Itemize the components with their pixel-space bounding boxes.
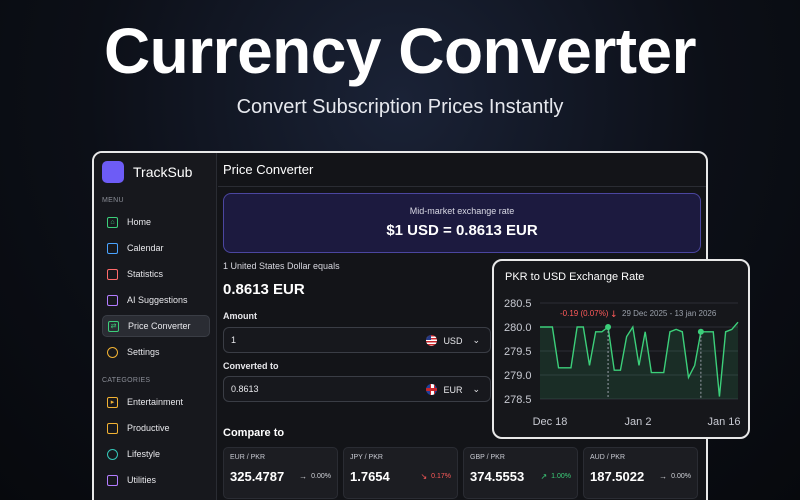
home-icon: ⌂ [107, 216, 118, 228]
rate-card: Mid-market exchange rate $1 USD = 0.8613… [223, 193, 701, 253]
amount-currency-select[interactable]: USD ⌄ [426, 335, 480, 346]
hero-title: Currency Converter [103, 15, 697, 87]
rate-label: Mid-market exchange rate [409, 206, 515, 216]
hero-subtitle: Convert Subscription Prices Instantly [236, 96, 564, 118]
equals-label: 1 United States Dollar equals [223, 261, 340, 271]
arrow-right-icon: → [299, 472, 308, 481]
compare-change: 0.00% [311, 473, 331, 480]
converted-value: 0.8613 [231, 384, 259, 394]
statistics-icon [107, 268, 118, 280]
arrow-right-icon: → [659, 472, 668, 481]
compare-value: 187.5022 [590, 469, 645, 484]
y-tick-label: 279.0 [504, 370, 532, 382]
sidebar: TrackSub MENU ⌂ Home Calendar Statistics… [94, 153, 217, 500]
equals-value: 0.8613 EUR [223, 281, 305, 298]
compare-change: 0.00% [671, 473, 691, 480]
amount-currency: USD [443, 335, 463, 346]
sidebar-item-settings[interactable]: Settings [102, 341, 210, 363]
sidebar-item-label: Utilities [127, 475, 157, 485]
sidebar-item-label: Home [127, 217, 152, 227]
compare-pair: GBP / PKR [470, 454, 505, 461]
menu-section-label: MENU [102, 197, 124, 204]
productive-icon [107, 422, 118, 434]
sidebar-item-label: Productive [127, 423, 170, 433]
x-tick-label: Dec 18 [533, 416, 568, 428]
chart-series-line [540, 321, 739, 397]
compare-pair: JPY / PKR [350, 454, 383, 461]
uk-flag-icon [426, 384, 438, 395]
compare-title: Compare to [223, 427, 285, 439]
entertainment-icon: ▸ [107, 396, 118, 408]
x-tick-label: Jan 2 [625, 416, 652, 428]
compare-change: 0.17% [431, 473, 451, 480]
y-tick-label: 280.5 [504, 298, 532, 310]
settings-icon [107, 346, 118, 358]
y-tick-label: 278.5 [504, 394, 532, 406]
compare-pair: EUR / PKR [230, 454, 266, 461]
sidebar-item-ai-suggestions[interactable]: AI Suggestions [102, 289, 210, 311]
converted-currency: EUR [443, 384, 463, 395]
compare-change: 1.00% [551, 473, 571, 480]
compare-value: 1.7654 [350, 469, 390, 484]
converted-field[interactable]: 0.8613 EUR ⌄ [223, 376, 491, 402]
brand[interactable]: TrackSub [102, 161, 192, 183]
sidebar-item-price-converter[interactable]: ⇄ Price Converter [102, 315, 210, 337]
amount-value: 1 [231, 335, 237, 345]
sidebar-item-statistics[interactable]: Statistics [102, 263, 210, 285]
tooltip-range: 29 Dec 2025 - 13 jan 2026 [622, 309, 717, 318]
price-converter-icon: ⇄ [108, 320, 119, 332]
sidebar-item-label: Statistics [127, 269, 164, 279]
compare-card-aud-pkr[interactable]: AUD / PKR 187.5022 → 0.00% [583, 447, 698, 499]
sidebar-item-utilities[interactable]: Utilities [102, 469, 210, 491]
brand-logo-icon [102, 161, 124, 183]
lifestyle-icon [107, 448, 118, 460]
converted-label: Converted to [223, 361, 279, 371]
y-tick-label: 279.5 [504, 346, 532, 358]
chevron-down-icon: ⌄ [472, 384, 480, 394]
sidebar-item-label: Entertainment [127, 397, 184, 407]
utilities-icon [107, 474, 118, 486]
sidebar-item-label: Price Converter [128, 321, 191, 331]
arrow-down-icon: ↓ [610, 310, 618, 320]
rate-value: $1 USD = 0.8613 EUR [386, 222, 538, 239]
sidebar-item-label: Settings [127, 347, 160, 357]
range-marker-point [697, 328, 704, 335]
range-marker-point [605, 324, 612, 330]
amount-label: Amount [223, 311, 257, 321]
compare-pair: AUD / PKR [590, 454, 626, 461]
converted-currency-select[interactable]: EUR ⌄ [426, 384, 480, 395]
trend-down-icon: ↘ [420, 472, 428, 481]
x-tick-label: Jan 16 [707, 416, 740, 428]
categories-section-label: CATEGORIES [102, 377, 151, 384]
ai-suggestions-icon [107, 294, 118, 306]
exchange-rate-chart[interactable]: 280.5 280.0 279.5 279.0 278.5 -0.19 (0.07%) ↓ 2… [494, 261, 748, 437]
brand-name: TrackSub [133, 164, 193, 180]
compare-value: 325.4787 [230, 469, 285, 484]
sidebar-item-label: Calendar [127, 243, 164, 253]
calendar-icon [107, 242, 118, 254]
amount-field[interactable]: 1 USD ⌄ [223, 327, 491, 353]
compare-card-gbp-pkr[interactable]: GBP / PKR 374.5553 ↗ 1.00% [463, 447, 578, 499]
compare-card-jpy-pkr[interactable]: JPY / PKR 1.7654 ↘ 0.17% [343, 447, 458, 499]
sidebar-item-label: AI Suggestions [127, 295, 188, 305]
sidebar-item-entertainment[interactable]: ▸ Entertainment [102, 391, 210, 413]
sidebar-item-calendar[interactable]: Calendar [102, 237, 210, 259]
sidebar-item-lifestyle[interactable]: Lifestyle [102, 443, 210, 465]
compare-value: 374.5553 [470, 469, 525, 484]
us-flag-icon [426, 335, 438, 346]
chart-title: PKR to USD Exchange Rate [505, 271, 645, 283]
exchange-rate-chart-card: PKR to USD Exchange Rate 280.5 280.0 279.5… [492, 259, 750, 439]
main-panel: Price Converter Mid-market exchange rate… [218, 153, 706, 500]
y-tick-label: 280.0 [504, 322, 532, 334]
sidebar-item-label: Lifestyle [127, 449, 161, 459]
page-title: Price Converter [218, 153, 706, 187]
chart-area-fill [540, 322, 738, 399]
sidebar-item-home[interactable]: ⌂ Home [102, 211, 210, 233]
tooltip-change: -0.19 (0.07%) [560, 309, 609, 318]
chevron-down-icon: ⌄ [472, 335, 480, 345]
trend-up-icon: ↗ [540, 472, 548, 481]
compare-card-eur-pkr[interactable]: EUR / PKR 325.4787 → 0.00% [223, 447, 338, 499]
sidebar-item-productive[interactable]: Productive [102, 417, 210, 439]
